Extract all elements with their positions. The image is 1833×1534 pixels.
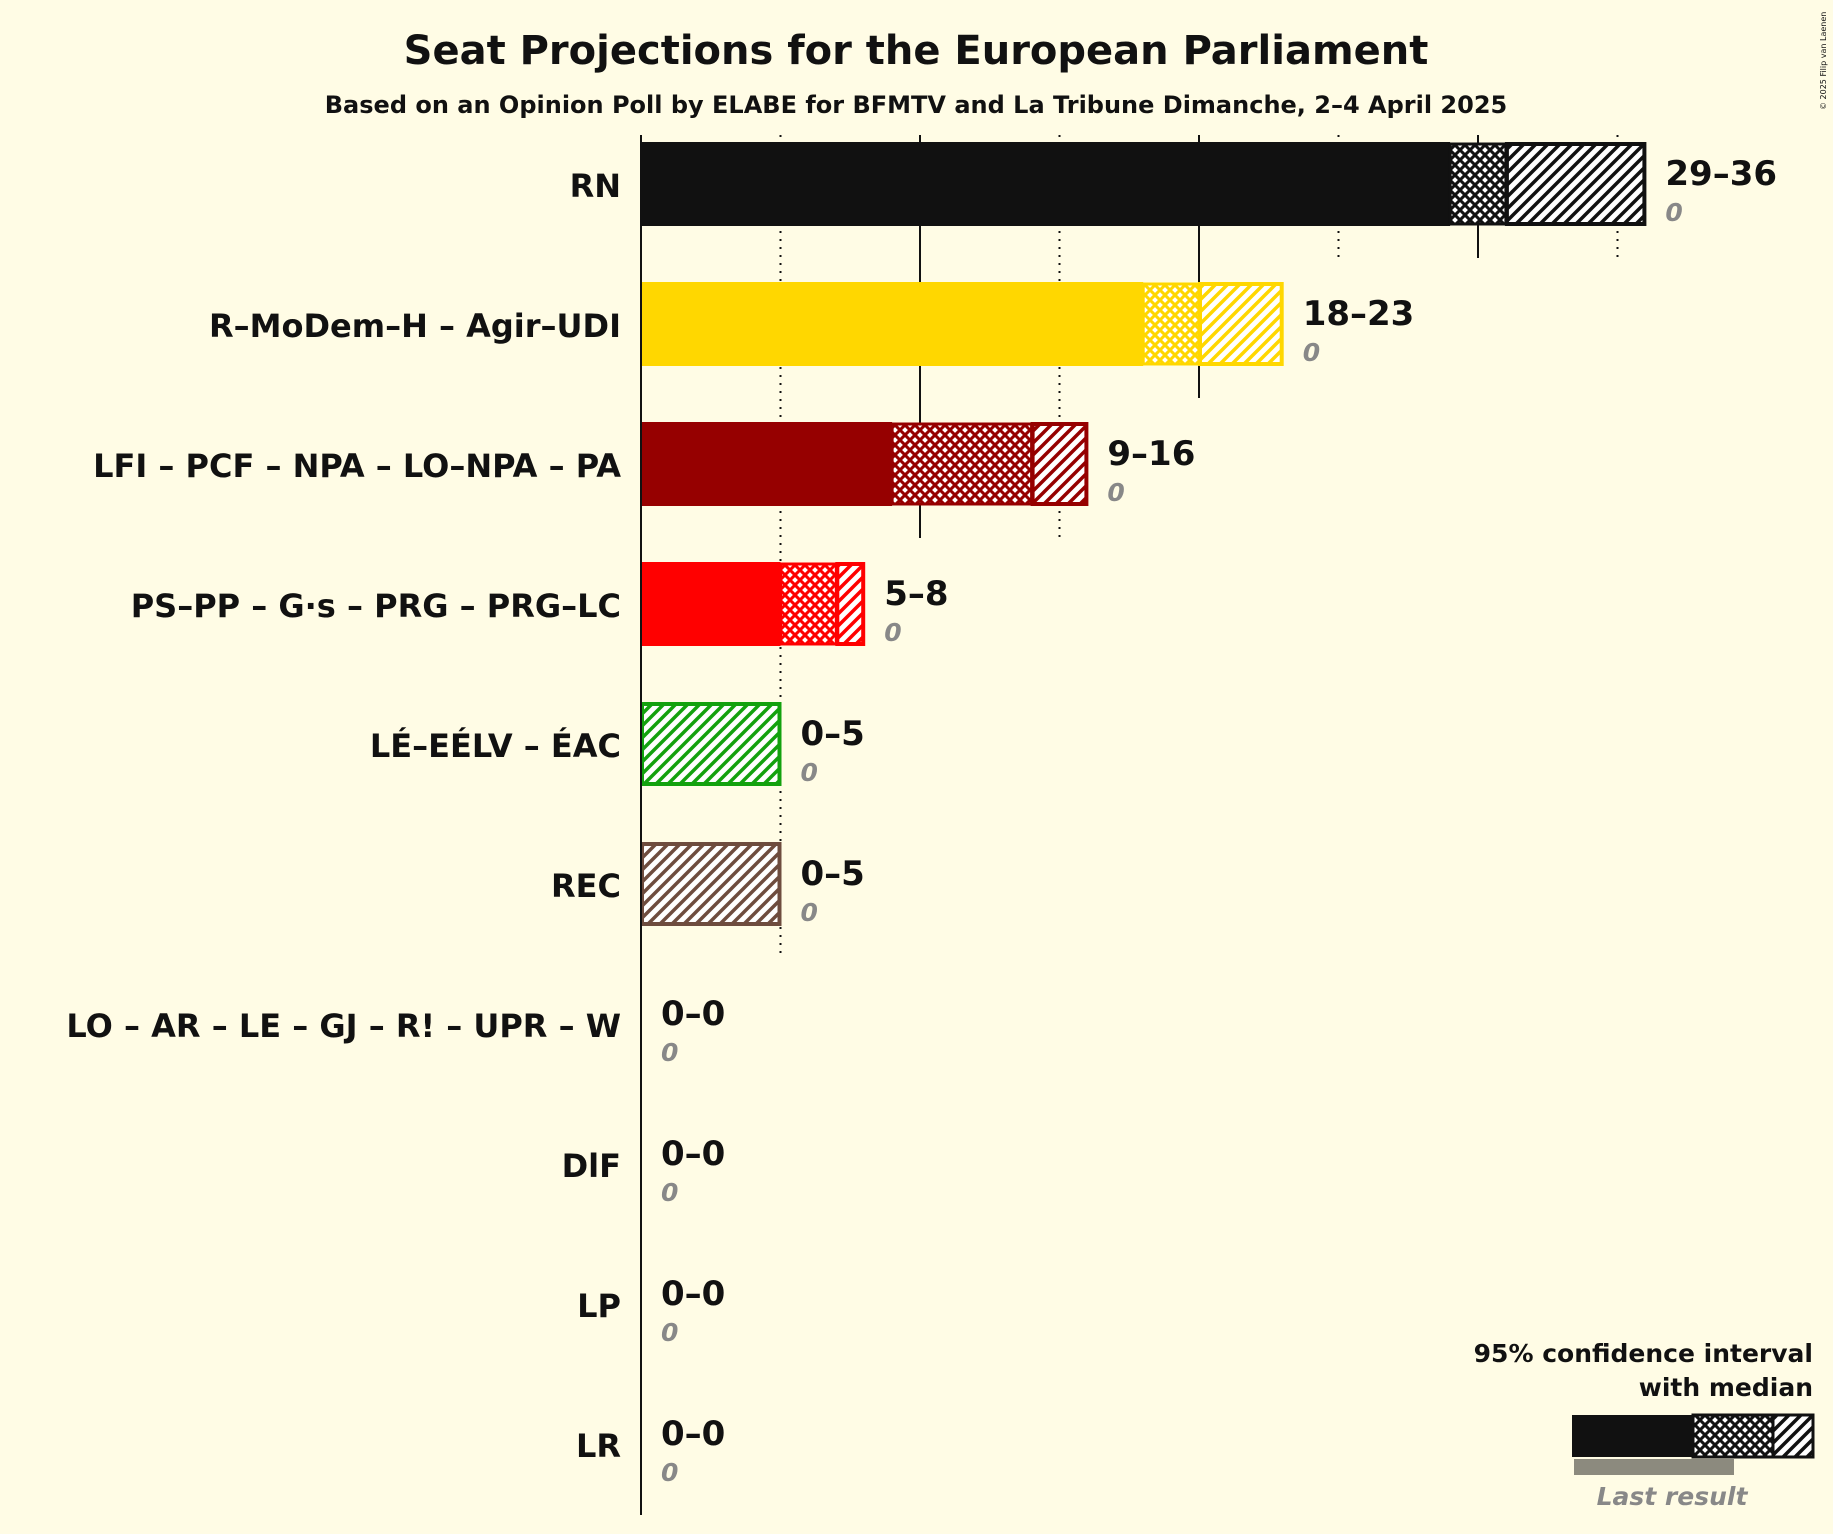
legend-last-result-swatch bbox=[1574, 1459, 1734, 1475]
last-result-label: 0 bbox=[884, 618, 901, 647]
bar-crosshatch-segment bbox=[1141, 282, 1201, 366]
legend-last-result-label: Last result bbox=[1597, 1482, 1749, 1511]
last-result-label: 0 bbox=[1665, 198, 1682, 227]
party-row: R–MoDem–H – Agir–UDI 18–23 0 bbox=[209, 282, 1414, 367]
party-label: LR bbox=[576, 1427, 621, 1465]
last-result-label: 0 bbox=[661, 1458, 678, 1487]
range-label: 0–0 bbox=[661, 1414, 725, 1454]
range-label: 5–8 bbox=[884, 574, 948, 614]
party-row: LO – AR – LE – GJ – R! – UPR – W 0–0 0 bbox=[66, 994, 725, 1067]
copyright-note: © 2025 Filip van Laenen bbox=[1819, 12, 1828, 110]
party-label: RN bbox=[570, 167, 621, 205]
bar-solid-segment bbox=[641, 282, 1144, 366]
party-row: LP 0–0 0 bbox=[577, 1274, 725, 1347]
range-label: 29–36 bbox=[1665, 154, 1777, 194]
range-label: 0–5 bbox=[801, 854, 865, 894]
party-label: LÉ–EÉLV – ÉAC bbox=[370, 727, 621, 765]
range-label: 18–23 bbox=[1303, 294, 1415, 334]
party-row: LR 0–0 0 bbox=[576, 1414, 725, 1487]
party-row: RN 29–36 0 bbox=[570, 142, 1777, 227]
legend-solid-swatch bbox=[1572, 1415, 1693, 1457]
bar-crosshatch-segment bbox=[890, 422, 1034, 506]
legend-title-line2: with median bbox=[1639, 1373, 1813, 1402]
bar-solid-segment bbox=[641, 562, 781, 646]
last-result-label: 0 bbox=[661, 1318, 678, 1347]
grid-lines bbox=[779, 135, 1619, 958]
last-result-label: 0 bbox=[801, 898, 818, 927]
range-label: 0–0 bbox=[661, 1134, 725, 1174]
last-result-label: 0 bbox=[801, 758, 818, 787]
bar-solid-segment bbox=[641, 142, 1451, 226]
party-label: DlF bbox=[562, 1147, 621, 1185]
party-label: LP bbox=[577, 1287, 621, 1325]
last-result-label: 0 bbox=[1303, 338, 1320, 367]
chart-subtitle: Based on an Opinion Poll by ELABE for BF… bbox=[325, 91, 1507, 119]
bar-solid-segment bbox=[641, 422, 893, 506]
chart-title: Seat Projections for the European Parlia… bbox=[404, 28, 1429, 74]
bar-hatch-segment bbox=[640, 842, 782, 926]
party-label: R–MoDem–H – Agir–UDI bbox=[209, 307, 621, 345]
bar-hatch-segment bbox=[1504, 142, 1647, 226]
party-row: LFI – PCF – NPA – LO–NPA – PA 9–16 0 bbox=[93, 422, 1195, 507]
bar-hatch-segment bbox=[835, 562, 866, 646]
party-row: DlF 0–0 0 bbox=[562, 1134, 726, 1207]
range-label: 9–16 bbox=[1107, 434, 1195, 474]
legend-hatch-swatch bbox=[1771, 1413, 1815, 1459]
range-label: 0–0 bbox=[661, 1274, 725, 1314]
party-row: LÉ–EÉLV – ÉAC 0–5 0 bbox=[370, 702, 865, 787]
legend: 95% confidence interval with median Last… bbox=[1474, 1339, 1815, 1511]
range-label: 0–0 bbox=[661, 994, 725, 1034]
bar-crosshatch-segment bbox=[1448, 142, 1508, 226]
bar-hatch-segment bbox=[640, 702, 782, 786]
last-result-label: 0 bbox=[661, 1038, 678, 1067]
legend-title-line1: 95% confidence interval bbox=[1474, 1339, 1813, 1368]
last-result-label: 0 bbox=[1107, 478, 1124, 507]
bar-crosshatch-segment bbox=[779, 562, 838, 646]
range-label: 0–5 bbox=[801, 714, 865, 754]
party-label: LO – AR – LE – GJ – R! – UPR – W bbox=[66, 1007, 621, 1045]
party-label: PS–PP – G·s – PRG – PRG–LC bbox=[131, 587, 621, 625]
last-result-label: 0 bbox=[661, 1178, 678, 1207]
party-label: LFI – PCF – NPA – LO–NPA – PA bbox=[93, 447, 621, 485]
bar-hatch-segment bbox=[1030, 422, 1089, 506]
party-row: PS–PP – G·s – PRG – PRG–LC 5–8 0 bbox=[131, 562, 949, 647]
legend-cross-swatch bbox=[1691, 1413, 1775, 1459]
bar-hatch-segment bbox=[1198, 282, 1284, 366]
party-row: REC 0–5 0 bbox=[551, 842, 865, 927]
party-label: REC bbox=[551, 867, 621, 905]
